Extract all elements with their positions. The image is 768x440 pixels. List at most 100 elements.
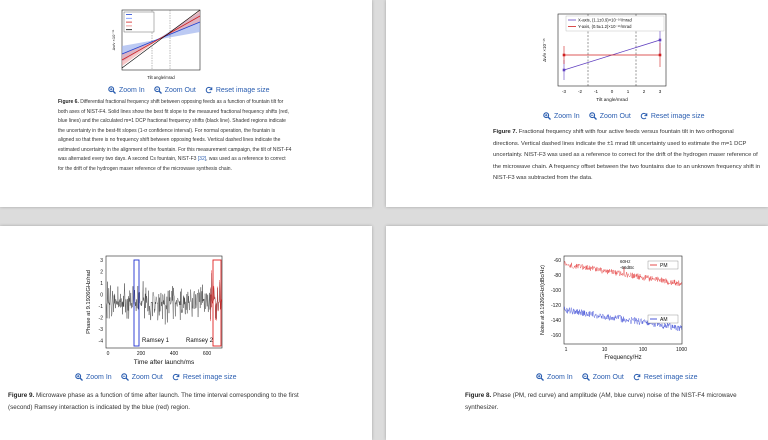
chart-text: Phase at 9.1926GHz/rad bbox=[86, 270, 92, 334]
figure-panel: PM AM 60Hz -66dBc -60 -80 -100 -120 -140 -160 1 10 1… bbox=[386, 226, 768, 440]
tick-label: -1 bbox=[594, 89, 598, 94]
icon-shape bbox=[176, 374, 180, 378]
ramsey-region bbox=[133, 259, 140, 347]
tick-label: 100 bbox=[639, 347, 648, 353]
zoom-in-button[interactable]: Zoom In bbox=[536, 373, 573, 381]
tick-label: 1 bbox=[100, 281, 103, 287]
icon-shape bbox=[158, 90, 162, 94]
button-label: Zoom Out bbox=[592, 373, 624, 381]
button-label: Reset image size bbox=[643, 373, 698, 381]
button-label: Zoom In bbox=[119, 86, 145, 94]
button-label: Zoom Out bbox=[131, 373, 163, 381]
icon-shape bbox=[540, 377, 544, 381]
caption-text: Fractional frequency shift with four act… bbox=[493, 129, 761, 182]
legend-label: AM bbox=[660, 317, 668, 323]
tick-label: -3 bbox=[99, 327, 104, 333]
caption-label: Figure 9. bbox=[8, 392, 35, 399]
zoom-out-button[interactable]: Zoom Out bbox=[153, 86, 196, 94]
icon bbox=[108, 86, 116, 94]
icon-shape bbox=[125, 377, 129, 381]
icon-shape bbox=[543, 112, 550, 119]
tick-label: 1 bbox=[627, 89, 630, 94]
legend-box bbox=[647, 314, 679, 324]
tick-label: 2 bbox=[643, 89, 646, 94]
icon bbox=[588, 112, 597, 120]
zoom-in-button[interactable]: Zoom In bbox=[543, 112, 580, 120]
tick-label: 0 bbox=[107, 351, 110, 357]
phase-trace bbox=[210, 270, 222, 322]
chart-text: Δν/ν ×10⁻¹⁵ bbox=[542, 38, 547, 62]
zoom-out-button[interactable]: Zoom Out bbox=[588, 112, 631, 120]
plot-frame bbox=[121, 9, 201, 71]
fit-line bbox=[121, 15, 201, 61]
tick-label: 1 bbox=[565, 347, 568, 353]
image-controls: Zoom In Zoom Out Reset image size bbox=[543, 112, 705, 120]
icon-shape bbox=[153, 86, 160, 93]
reset-button[interactable]: Reset image size bbox=[205, 86, 270, 94]
figure-panel: Ramsey 1 Ramsey 2 3 2 1 0 -1 -2 -3 -4 0 200 400 600 Ti… bbox=[0, 226, 372, 440]
reset-button[interactable]: Reset image size bbox=[640, 112, 705, 120]
figure-image: Tilt angle/mrad Δν/ν ×10⁻¹⁵ bbox=[111, 9, 201, 80]
chart-text: Tilt angle/mrad bbox=[147, 75, 175, 80]
tick-label: -100 bbox=[551, 288, 561, 294]
figure-panel: X-axis, (1.1±0.9)×10⁻¹⁶/mrad Y-axis, (0.5… bbox=[386, 0, 768, 207]
icon-shape bbox=[547, 116, 551, 120]
data-point bbox=[658, 38, 662, 42]
fit-line bbox=[121, 9, 201, 69]
button-label: Reset image size bbox=[215, 86, 270, 94]
icon-shape bbox=[644, 113, 648, 117]
icon-shape bbox=[593, 116, 597, 120]
am-trace bbox=[563, 306, 682, 332]
zoom-in-button[interactable]: Zoom In bbox=[75, 373, 112, 381]
icon bbox=[536, 373, 544, 381]
image-controls: Zoom In Zoom Out Reset image size bbox=[75, 373, 237, 381]
data-point bbox=[562, 68, 566, 72]
icon bbox=[172, 373, 180, 381]
legend-box bbox=[647, 260, 679, 270]
icon-shape bbox=[586, 377, 590, 381]
icon-shape bbox=[112, 90, 116, 94]
icon bbox=[75, 373, 83, 381]
zoom-out-button[interactable]: Zoom Out bbox=[120, 373, 163, 381]
icon-shape bbox=[205, 86, 212, 94]
chart-text: Tilt angle/mrad bbox=[596, 97, 628, 103]
figure-caption: Figure 8. Phase (PM, red curve) and ampl… bbox=[465, 390, 750, 414]
icon bbox=[205, 86, 213, 94]
tick-label: -60 bbox=[554, 258, 561, 264]
reference-link[interactable]: [32] bbox=[197, 156, 207, 162]
figure-image: PM AM 60Hz-66dBc -60 -80 -100 -120 -140 -160 1 10 1… bbox=[540, 255, 687, 361]
figure-panel: Tilt angle/mrad Δν/ν ×10⁻¹⁵ Zoom In Zoom Ou… bbox=[0, 0, 372, 207]
caption-text: Differential fractional frequency shift … bbox=[58, 99, 292, 162]
zoom-in-button[interactable]: Zoom In bbox=[108, 86, 145, 94]
button-label: Reset image size bbox=[182, 373, 237, 381]
tick-label: -160 bbox=[551, 333, 561, 339]
plot-frame bbox=[557, 13, 667, 87]
icon bbox=[120, 373, 129, 381]
caption-label: Figure 6. bbox=[58, 99, 79, 105]
tick-label: 0 bbox=[100, 293, 103, 299]
pm-trace bbox=[563, 260, 682, 287]
button-label: Zoom Out bbox=[599, 112, 631, 120]
caption-text: , was used as a reference to correct for… bbox=[58, 156, 286, 172]
phase-trace bbox=[105, 273, 222, 325]
legend-box bbox=[123, 11, 155, 33]
reset-button[interactable]: Reset image size bbox=[172, 373, 237, 381]
tick-label: 600 bbox=[203, 351, 212, 357]
legend-label: Y-axis, (0.5±1.2)×10⁻¹⁶/mrad bbox=[578, 24, 632, 29]
icon-shape bbox=[172, 373, 179, 381]
icon-shape bbox=[75, 373, 82, 380]
icon-shape bbox=[637, 374, 641, 378]
reset-button[interactable]: Reset image size bbox=[633, 373, 698, 381]
figure-caption: Figure 7. Fractional frequency shift wit… bbox=[493, 127, 761, 185]
chart-text: Noise at 9.1926GHz/(dBc/Hz) bbox=[540, 265, 546, 335]
tick-label: 10 bbox=[602, 347, 608, 353]
figure-caption: Figure 9. Microwave phase as a function … bbox=[8, 390, 308, 414]
tick-label: 2 bbox=[100, 270, 103, 276]
image-controls: Zoom In Zoom Out Reset image size bbox=[108, 86, 270, 94]
icon-shape bbox=[640, 112, 647, 120]
zoom-out-button[interactable]: Zoom Out bbox=[581, 373, 624, 381]
icon bbox=[581, 373, 590, 381]
tick-label: -2 bbox=[99, 316, 104, 322]
